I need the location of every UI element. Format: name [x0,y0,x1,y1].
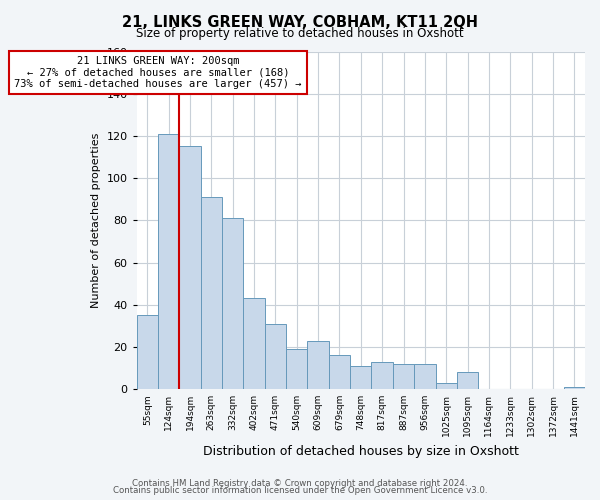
Text: Contains HM Land Registry data © Crown copyright and database right 2024.: Contains HM Land Registry data © Crown c… [132,478,468,488]
Bar [307,340,329,389]
Bar [436,383,457,389]
Bar [371,362,393,389]
Bar [393,364,414,389]
Bar [179,146,200,389]
Bar [137,316,158,389]
Bar [200,197,222,389]
Text: Contains public sector information licensed under the Open Government Licence v3: Contains public sector information licen… [113,486,487,495]
Text: 21, LINKS GREEN WAY, COBHAM, KT11 2QH: 21, LINKS GREEN WAY, COBHAM, KT11 2QH [122,15,478,30]
Bar [244,298,265,389]
Bar [329,356,350,389]
Text: Size of property relative to detached houses in Oxshott: Size of property relative to detached ho… [136,28,464,40]
Text: 21 LINKS GREEN WAY: 200sqm
← 27% of detached houses are smaller (168)
73% of sem: 21 LINKS GREEN WAY: 200sqm ← 27% of deta… [14,56,302,89]
Bar [286,349,307,389]
Bar [414,364,436,389]
Bar [222,218,244,389]
Bar [265,324,286,389]
Bar [457,372,478,389]
Bar [563,387,585,389]
Bar [158,134,179,389]
Bar [350,366,371,389]
Y-axis label: Number of detached properties: Number of detached properties [91,132,101,308]
X-axis label: Distribution of detached houses by size in Oxshott: Distribution of detached houses by size … [203,444,519,458]
